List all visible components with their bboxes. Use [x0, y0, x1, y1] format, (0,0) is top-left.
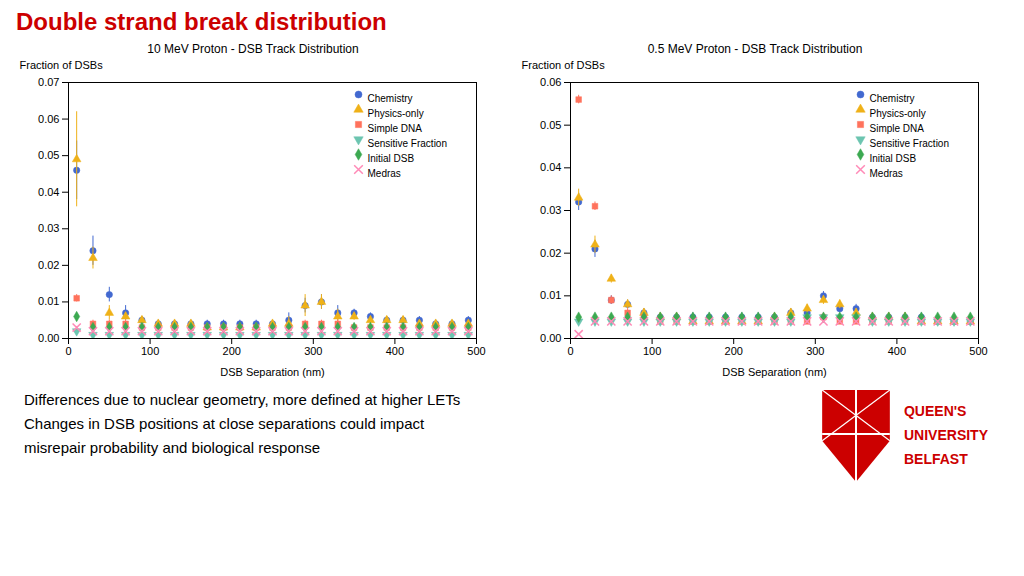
svg-text:500: 500 [467, 345, 485, 357]
svg-text:Fraction of DSBs: Fraction of DSBs [20, 59, 104, 71]
svg-text:0.06: 0.06 [38, 113, 59, 125]
svg-text:400: 400 [888, 345, 906, 357]
svg-text:200: 200 [223, 345, 241, 357]
svg-text:Chemistry: Chemistry [870, 93, 915, 104]
svg-text:0.04: 0.04 [38, 186, 59, 198]
html-text:0.5 MeV Proton - DSB Track Dis: 0.5 MeV Proton - DSB Track Distribution [647, 42, 863, 56]
svg-text:0.02: 0.02 [38, 259, 59, 271]
svg-text:0.03: 0.03 [38, 222, 59, 234]
html-text:BELFAST: BELFAST [904, 450, 968, 467]
svg-text:0.02: 0.02 [540, 247, 561, 259]
html-text:misrepair probability and biol: misrepair probability and biological res… [24, 439, 320, 456]
svg-text:300: 300 [806, 345, 824, 357]
html-text:QUEEN'S: QUEEN'S [904, 403, 967, 420]
svg-text:Physics-only: Physics-only [870, 108, 926, 119]
html-text:Differences due to nuclear geo: Differences due to nuclear geometry, mor… [24, 391, 461, 408]
svg-text:0: 0 [65, 345, 71, 357]
svg-text:Medras: Medras [870, 168, 903, 179]
svg-text:Simple DNA: Simple DNA [368, 123, 423, 134]
svg-text:500: 500 [969, 345, 987, 357]
svg-text:Sensitive Fraction: Sensitive Fraction [368, 138, 447, 149]
html-text:Double strand break distributi: Double strand break distribution [16, 8, 387, 35]
svg-text:0: 0 [567, 345, 573, 357]
svg-text:0.07: 0.07 [38, 76, 59, 88]
svg-text:DSB Separation (nm): DSB Separation (nm) [220, 366, 325, 378]
svg-text:Chemistry: Chemistry [368, 93, 413, 104]
svg-text:Simple DNA: Simple DNA [870, 123, 925, 134]
html-text:UNIVERSITY: UNIVERSITY [904, 427, 988, 444]
svg-text:Sensitive Fraction: Sensitive Fraction [870, 138, 949, 149]
svg-text:Fraction of DSBs: Fraction of DSBs [522, 59, 606, 71]
svg-text:0.01: 0.01 [540, 289, 561, 301]
svg-text:Medras: Medras [368, 168, 401, 179]
svg-text:0.04: 0.04 [540, 161, 561, 173]
svg-text:Initial DSB: Initial DSB [870, 153, 917, 164]
svg-text:0.01: 0.01 [38, 295, 59, 307]
svg-text:300: 300 [304, 345, 322, 357]
svg-text:100: 100 [141, 345, 159, 357]
svg-text:Initial DSB: Initial DSB [368, 153, 415, 164]
svg-text:0.03: 0.03 [540, 204, 561, 216]
svg-text:0.00: 0.00 [38, 332, 59, 344]
svg-text:200: 200 [725, 345, 743, 357]
svg-text:Physics-only: Physics-only [368, 108, 424, 119]
svg-text:0.06: 0.06 [540, 76, 561, 88]
html-text:Changes in DSB positions at cl: Changes in DSB positions at close separa… [24, 415, 425, 432]
html-text:10 MeV Proton - DSB Track Dist: 10 MeV Proton - DSB Track Distribution [147, 42, 359, 56]
svg-text:0.00: 0.00 [540, 332, 561, 344]
svg-text:DSB Separation (nm): DSB Separation (nm) [722, 366, 827, 378]
svg-text:100: 100 [643, 345, 661, 357]
svg-text:400: 400 [386, 345, 404, 357]
svg-text:0.05: 0.05 [540, 119, 561, 131]
svg-text:0.05: 0.05 [38, 149, 59, 161]
